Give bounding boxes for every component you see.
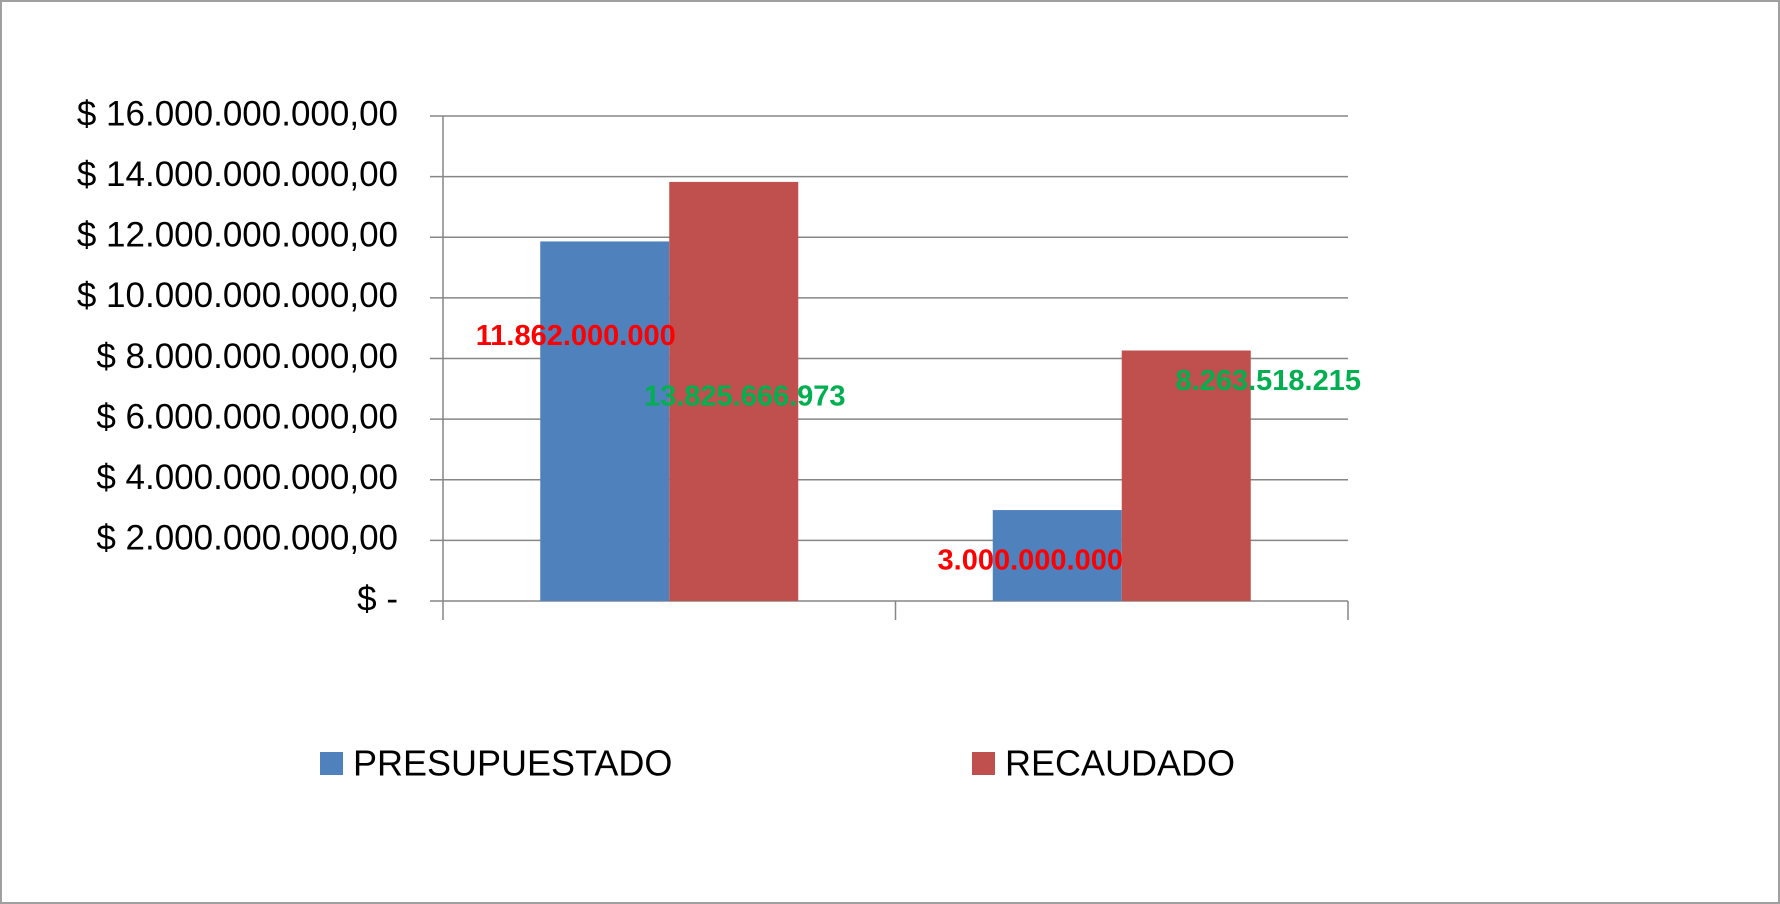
y-tick-label: $ 10.000.000.000,00 <box>77 276 398 315</box>
bar <box>540 241 670 602</box>
y-tick-label: $ 4.000.000.000,00 <box>96 458 398 497</box>
y-tick-label: $ 12.000.000.000,00 <box>77 216 398 255</box>
bar <box>1121 350 1251 601</box>
bar <box>669 181 799 601</box>
y-tick-label: $ 6.000.000.000,00 <box>96 397 398 436</box>
legend-label: PRESUPUESTADO <box>353 743 672 784</box>
legend-swatch <box>972 752 995 775</box>
value-label: 11.862.000.000 <box>476 320 676 352</box>
value-label: 13.825.666.973 <box>644 381 846 413</box>
y-tick-label: $ 2.000.000.000,00 <box>96 519 398 558</box>
y-tick-label: $ 16.000.000.000,00 <box>77 94 398 133</box>
value-label: 8.263.518.215 <box>1176 365 1361 397</box>
legend-swatch <box>320 752 343 775</box>
y-tick-label: $ 14.000.000.000,00 <box>77 155 398 194</box>
value-label: 3.000.000.000 <box>938 545 1123 577</box>
bar <box>992 510 1122 601</box>
y-tick-label: $ - <box>357 579 398 618</box>
y-tick-label: $ 8.000.000.000,00 <box>96 337 398 376</box>
legend-label: RECAUDADO <box>1005 743 1235 784</box>
